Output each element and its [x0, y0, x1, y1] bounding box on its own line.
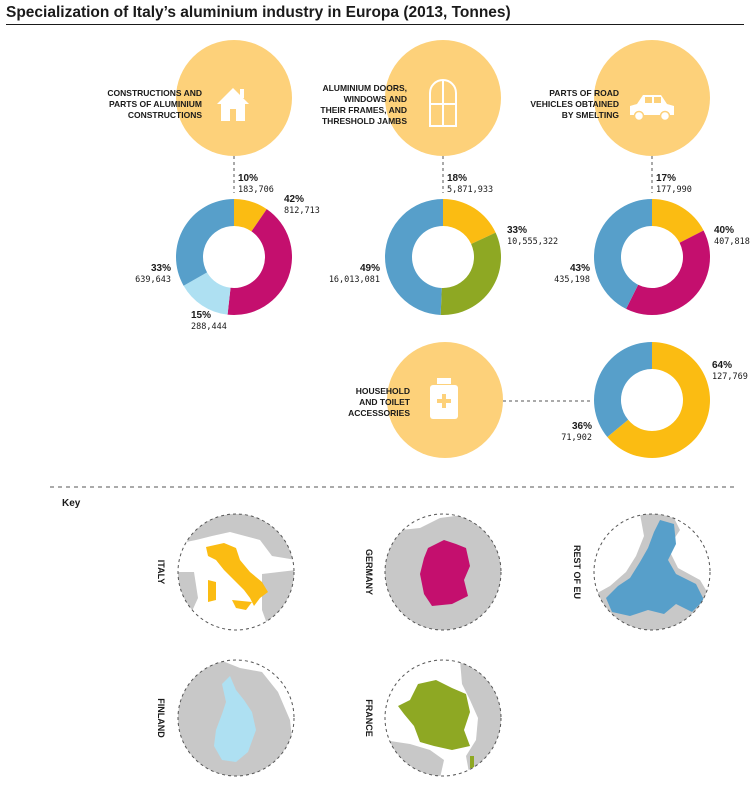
- donut-slice-france: [440, 232, 501, 315]
- donut-chart-doors-windows: [385, 199, 501, 315]
- slice-value: 435,198: [554, 275, 590, 285]
- donut-slice-italy: [652, 199, 704, 243]
- donut-slice-rest-of-eu: [176, 199, 234, 286]
- slice-percent: 40%: [714, 225, 734, 236]
- category-label: AND TOILET: [359, 397, 411, 407]
- category-label: WINDOWS AND: [344, 94, 407, 104]
- donut-slice-rest-of-eu: [594, 199, 652, 309]
- donut-slice-italy: [234, 199, 267, 232]
- slice-value: 5,871,933: [447, 185, 493, 195]
- slice-percent: 33%: [507, 225, 527, 236]
- slice-labels: 10% 183,706 42% 812,713 15% 288,444 33% …: [135, 173, 750, 443]
- donut-slice-finland: [183, 272, 231, 315]
- category-label: THEIR FRAMES, AND: [320, 105, 407, 115]
- slice-percent: 17%: [656, 173, 676, 184]
- donut-slice-rest-of-eu: [385, 199, 443, 315]
- map-label-germany: GERMANY: [364, 549, 374, 595]
- slice-value: 183,706: [238, 185, 274, 195]
- connectors: [233, 156, 653, 402]
- category-label: BY SMELTING: [562, 110, 620, 120]
- map-label-finland: FINLAND: [156, 698, 166, 738]
- slice-percent: 33%: [151, 263, 171, 274]
- slice-value: 16,013,081: [329, 275, 380, 285]
- title-rule: [6, 24, 744, 25]
- category-label: THRESHOLD JAMBS: [322, 116, 407, 126]
- slice-value: 71,902: [561, 433, 592, 443]
- bottle-icon: [430, 378, 458, 419]
- donut-slice-germany: [227, 209, 292, 315]
- slice-value: 407,818: [714, 237, 750, 247]
- category-label: PARTS OF ROAD: [549, 88, 619, 98]
- slice-percent: 64%: [712, 360, 732, 371]
- donut-slice-germany: [626, 230, 711, 315]
- window-icon: [429, 79, 457, 127]
- slice-percent: 18%: [447, 173, 467, 184]
- map-label-france: FRANCE: [364, 699, 374, 737]
- map-label-italy: ITALY: [156, 560, 166, 585]
- category-label: CONSTRUCTIONS: [128, 110, 202, 120]
- slice-value: 288,444: [191, 322, 227, 332]
- slice-percent: 49%: [360, 263, 380, 274]
- chart-title: Specialization of Italy’s aluminium indu…: [6, 4, 511, 21]
- slice-percent: 36%: [572, 421, 592, 432]
- category-label: VEHICLES OBTAINED: [530, 99, 619, 109]
- slice-value: 812,713: [284, 206, 320, 216]
- category-label: PARTS OF ALUMINIUM: [109, 99, 202, 109]
- donut-slice-italy: [443, 199, 496, 244]
- car-icon: [630, 95, 674, 122]
- map-france: [384, 659, 502, 777]
- slice-percent: 43%: [570, 263, 590, 274]
- map-label-rest-of-eu: REST OF EU: [572, 545, 582, 599]
- slice-value: 10,555,322: [507, 237, 558, 247]
- slice-value: 177,990: [656, 185, 692, 195]
- map-finland: [177, 659, 295, 777]
- key-label: Key: [62, 498, 81, 509]
- category-label: ALUMINIUM DOORS,: [322, 83, 407, 93]
- donut-chart-constructions: [176, 199, 292, 315]
- category-label: HOUSEHOLD: [356, 386, 410, 396]
- map-italy: [177, 513, 295, 631]
- slice-percent: 10%: [238, 173, 258, 184]
- donut-slice-rest-of-eu: [594, 342, 652, 437]
- donut-chart-household: [594, 342, 710, 458]
- slice-value: 639,643: [135, 275, 171, 285]
- slice-percent: 15%: [191, 310, 211, 321]
- category-labels: CONSTRUCTIONS AND PARTS OF ALUMINIUM CON…: [107, 83, 619, 418]
- donut-slice-italy: [607, 342, 710, 458]
- donut-chart-road-vehicles: [594, 199, 711, 315]
- slice-percent: 42%: [284, 194, 304, 205]
- category-label: ACCESSORIES: [348, 408, 410, 418]
- map-germany: [384, 513, 502, 631]
- map-rest-of-eu: [593, 513, 711, 631]
- slice-value: 127,769: [712, 372, 748, 382]
- house-icon: [217, 88, 249, 121]
- category-label: CONSTRUCTIONS AND: [107, 88, 202, 98]
